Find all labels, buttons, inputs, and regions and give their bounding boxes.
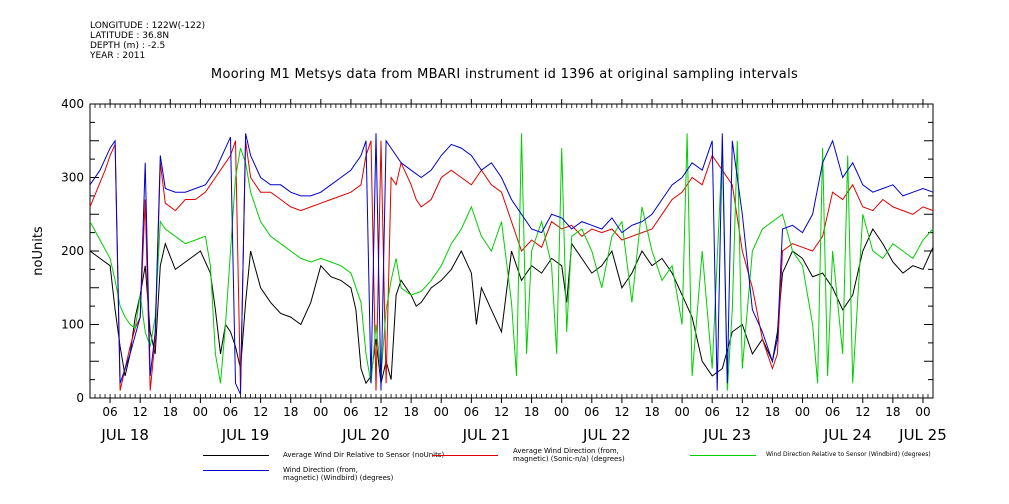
meta-longitude: LONGITUDE : 122W(-122) [90, 21, 206, 31]
x-day-label: JUL 20 [341, 426, 390, 444]
x-tick-label: 00 [795, 405, 810, 419]
meta-depth: DEPTH (m) : -2.5 [90, 41, 166, 51]
y-tick-label: 200 [61, 244, 84, 258]
series-line-blue [89, 133, 934, 395]
x-tick-label: 00 [554, 405, 569, 419]
x-tick-label: 18 [163, 405, 178, 419]
x-tick-label: 00 [193, 405, 208, 419]
x-tick-label: 06 [102, 405, 117, 419]
legend-swatch-blue [203, 470, 269, 471]
x-tick-label: 00 [434, 405, 449, 419]
legend-swatch-red [432, 455, 498, 456]
metadata-block: LONGITUDE : 122W(-122) LATITUDE : 36.8N … [90, 21, 205, 61]
x-day-label: JUL 19 [221, 426, 270, 444]
legend-label-red: Average Wind Direction (from, magnetic) … [513, 447, 625, 463]
x-tick-label: 00 [674, 405, 689, 419]
x-tick-label: 12 [614, 405, 629, 419]
x-tick-label: 12 [855, 405, 870, 419]
y-axis-label: noUnits [31, 226, 46, 276]
x-tick-label: 12 [735, 405, 750, 419]
x-day-label: JUL 18 [100, 426, 149, 444]
x-tick-label: 06 [584, 405, 599, 419]
legend-swatch-green [690, 455, 756, 456]
x-tick-label: 00 [915, 405, 930, 419]
y-tick-label: 100 [61, 318, 84, 332]
y-tick-label: 400 [61, 97, 84, 111]
y-tick-label: 0 [76, 391, 84, 405]
x-tick-label: 18 [885, 405, 900, 419]
x-tick-label: 06 [825, 405, 840, 419]
x-day-label: JUL 23 [702, 426, 751, 444]
x-tick-label: 06 [343, 405, 358, 419]
x-day-label: JUL 22 [582, 426, 631, 444]
x-day-label: JUL 21 [462, 426, 511, 444]
x-tick-label: 06 [464, 405, 479, 419]
x-tick-label: 18 [283, 405, 298, 419]
x-tick-label: 06 [705, 405, 720, 419]
y-tick-label: 300 [61, 171, 84, 185]
x-day-label: JUL 24 [823, 426, 872, 444]
legend-label-black: Average Wind Dir Relative to Sensor (noU… [283, 451, 445, 459]
x-tick-label: 18 [524, 405, 539, 419]
legend-label-green: Wind Direction Relative to Sensor (Windb… [766, 451, 931, 458]
x-tick-label: 12 [133, 405, 148, 419]
x-tick-label: 12 [253, 405, 268, 419]
x-tick-label: 12 [373, 405, 388, 419]
legend-swatch-black [203, 455, 269, 456]
legend-label-blue: Wind Direction (from, magnetic) (Windbir… [283, 466, 394, 482]
series-line-green [89, 133, 934, 391]
x-tick-label: 18 [765, 405, 780, 419]
meta-latitude: LATITUDE : 36.8N [90, 31, 170, 41]
x-tick-label: 18 [404, 405, 419, 419]
x-day-label: JUL 25 [898, 426, 947, 444]
x-tick-label: 06 [223, 405, 238, 419]
x-tick-label: 12 [494, 405, 509, 419]
x-tick-label: 00 [313, 405, 328, 419]
chart-title: Mooring M1 Metsys data from MBARI instru… [210, 67, 799, 82]
meta-year: YEAR : 2011 [90, 51, 146, 61]
x-tick-label: 18 [644, 405, 659, 419]
series-line-red [89, 140, 934, 391]
